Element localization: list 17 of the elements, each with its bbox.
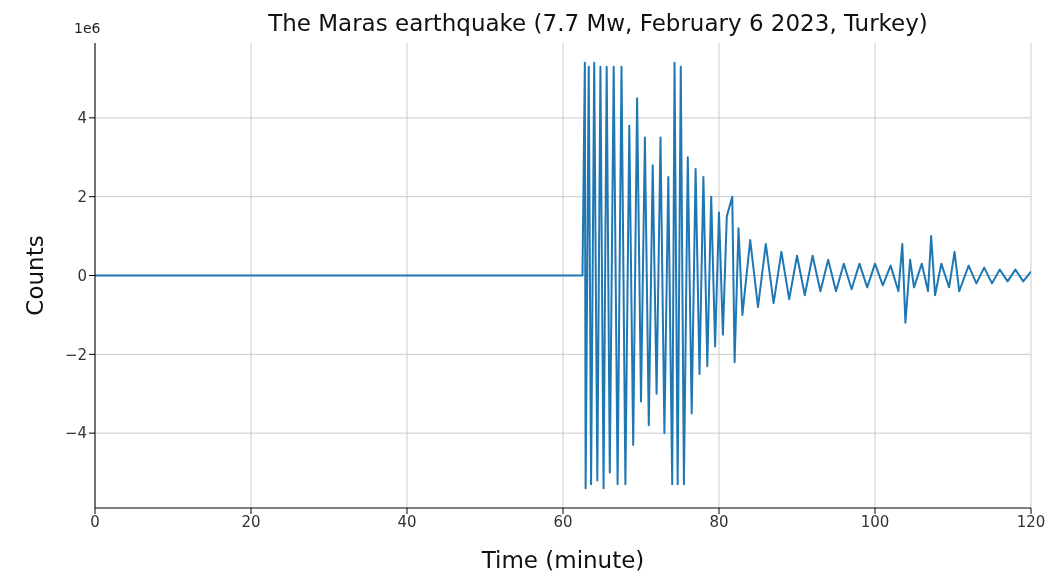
x-tick-label: 120 bbox=[1016, 512, 1046, 531]
y-tick-label: 4 bbox=[77, 109, 87, 128]
x-tick-label: 80 bbox=[709, 512, 729, 531]
y-tick-label: 2 bbox=[77, 188, 87, 207]
x-tick-label: 60 bbox=[553, 512, 573, 531]
y-tick-label: −2 bbox=[64, 345, 87, 364]
y-tick-label: −4 bbox=[64, 424, 87, 443]
x-tick-label: 20 bbox=[241, 512, 261, 531]
x-tick-label: 40 bbox=[397, 512, 417, 531]
x-axis-title: Time (minute) bbox=[480, 547, 645, 573]
chart-title: The Maras earthquake (7.7 Mw, February 6 2023, Turkey) bbox=[267, 10, 929, 36]
y-axis-title: Counts bbox=[22, 235, 49, 316]
x-tick-label: 0 bbox=[90, 512, 100, 531]
line-series bbox=[95, 61, 1031, 490]
x-tick-label: 100 bbox=[860, 512, 890, 531]
y-tick-label: 0 bbox=[77, 266, 87, 285]
text: 1e6 bbox=[74, 20, 101, 36]
